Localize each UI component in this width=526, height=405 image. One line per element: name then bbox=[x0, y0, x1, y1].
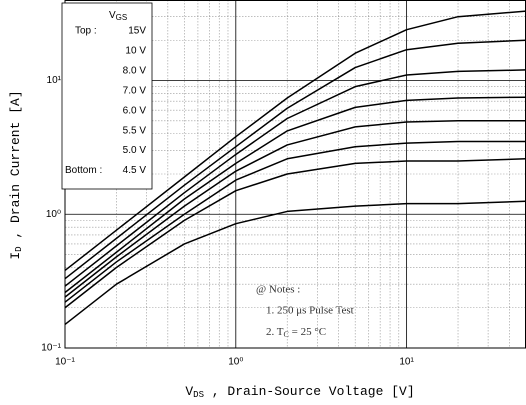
curve bbox=[64, 69, 526, 287]
note-title: @ Notes : bbox=[256, 284, 300, 296]
legend-entry: 5.5 V bbox=[123, 125, 147, 136]
legend-entry: 15V bbox=[128, 26, 146, 37]
x-tick-label: 10⁰ bbox=[228, 357, 243, 368]
curve bbox=[64, 200, 526, 326]
curve bbox=[64, 10, 526, 272]
legend-bottom: Bottom : bbox=[65, 165, 102, 176]
x-tick-label: 10¹ bbox=[399, 357, 414, 368]
curve bbox=[64, 140, 526, 303]
legend-title-sub: GS bbox=[116, 13, 128, 22]
x-tick-label: 10⁻¹ bbox=[55, 357, 75, 368]
curve bbox=[64, 96, 526, 294]
legend-entry: 7.0 V bbox=[123, 85, 147, 96]
legend-box bbox=[61, 2, 153, 190]
legend-entry: 6.0 V bbox=[123, 105, 147, 116]
y-tick-label: 10¹ bbox=[47, 75, 62, 86]
legend-title-symbol: V bbox=[109, 10, 116, 21]
curve bbox=[64, 158, 526, 309]
note-line: 2. TC = 25 °C bbox=[266, 326, 326, 339]
curve bbox=[64, 39, 526, 280]
note-line: 1. 250 μs Pulse Test bbox=[266, 305, 354, 317]
legend-entry: 4.5 V bbox=[123, 165, 147, 176]
y-axis-label: ID , Drain Current [A] bbox=[8, 90, 24, 259]
legend-entry: 5.0 V bbox=[123, 145, 147, 156]
x-axis-label: VDS , Drain-Source Voltage [V] bbox=[185, 384, 414, 400]
curve bbox=[64, 120, 526, 298]
y-tick-label: 10⁻¹ bbox=[41, 343, 61, 354]
y-tick-label: 10⁰ bbox=[46, 209, 61, 220]
legend-entry: 10 V bbox=[125, 46, 146, 57]
legend-title: VGS bbox=[109, 10, 127, 22]
legend-entry: 8.0 V bbox=[123, 65, 147, 76]
legend-top: Top : bbox=[75, 26, 97, 37]
